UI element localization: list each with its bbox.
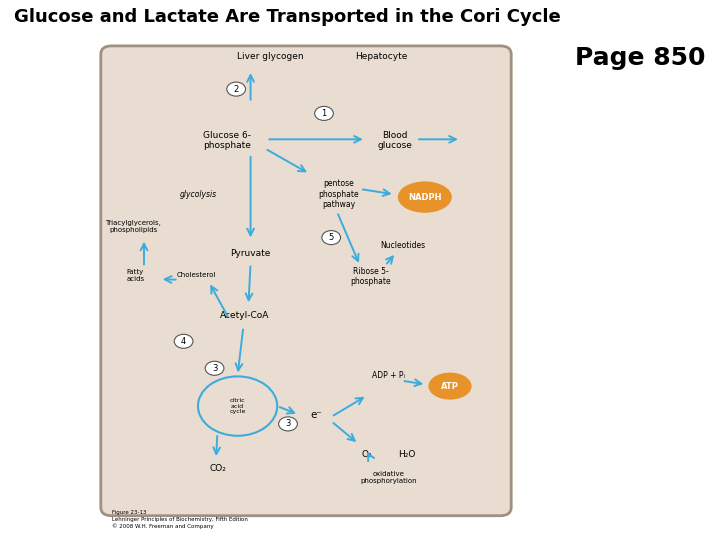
Circle shape [322,231,341,245]
Text: Fatty
acids: Fatty acids [126,269,145,282]
Circle shape [205,361,224,375]
Text: Acetyl-CoA: Acetyl-CoA [220,312,269,320]
Text: ATP: ATP [441,382,459,390]
Circle shape [198,376,277,436]
Text: Pyruvate: Pyruvate [230,249,271,258]
Text: 4: 4 [181,337,186,346]
Text: Page 850: Page 850 [575,46,706,70]
Text: Hepatocyte: Hepatocyte [356,52,408,61]
Text: Glucose 6-
phosphate: Glucose 6- phosphate [203,131,251,150]
Circle shape [174,334,193,348]
Circle shape [315,106,333,120]
Text: O₂: O₂ [362,450,372,459]
Text: oxidative
phosphorylation: oxidative phosphorylation [361,471,417,484]
Text: Glucose and Lactate Are Transported in the Cori Cycle: Glucose and Lactate Are Transported in t… [14,8,561,26]
Circle shape [279,417,297,431]
Text: Ribose 5-
phosphate: Ribose 5- phosphate [351,267,391,286]
Text: citric
acid
cycle: citric acid cycle [230,398,246,414]
FancyBboxPatch shape [101,46,511,516]
Text: 1: 1 [321,109,327,118]
Text: pentose
phosphate
pathway: pentose phosphate pathway [318,179,359,210]
Ellipse shape [428,373,472,400]
Text: 3: 3 [212,364,217,373]
Text: glycolysis: glycolysis [179,190,217,199]
Text: CO₂: CO₂ [209,464,226,473]
Text: 3: 3 [285,420,291,428]
Text: Nucleotides: Nucleotides [381,241,426,250]
Text: 2: 2 [233,85,239,93]
Ellipse shape [397,181,452,213]
Text: e⁻: e⁻ [311,410,323,420]
Text: Figure 23-13
Lehninger Principles of Biochemistry, Fifth Edition
© 2008 W.H. Fre: Figure 23-13 Lehninger Principles of Bio… [112,510,248,529]
Text: H₂O: H₂O [398,450,415,459]
Text: Cholesterol: Cholesterol [177,272,216,279]
Text: 5: 5 [328,233,334,242]
Text: Triacylglycerols,
phospholipids: Triacylglycerols, phospholipids [105,220,161,233]
Text: ADP + Pᵢ: ADP + Pᵢ [372,371,405,380]
Circle shape [227,82,246,96]
Text: NADPH: NADPH [408,193,441,201]
Text: Liver glycogen: Liver glycogen [237,52,303,61]
Text: Blood
glucose: Blood glucose [377,131,412,150]
